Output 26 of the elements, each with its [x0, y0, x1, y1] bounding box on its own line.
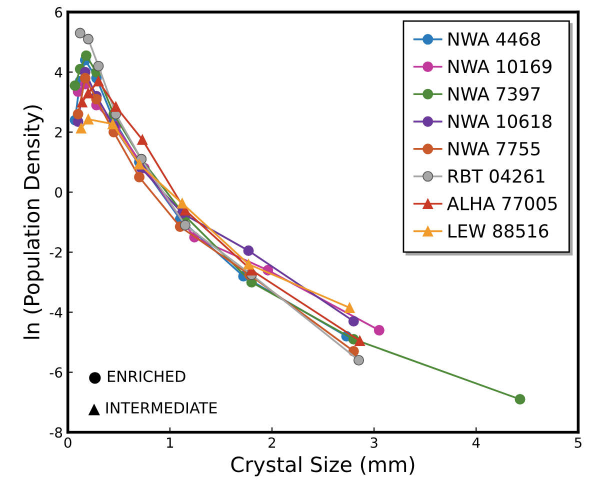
y-tick-label: -8 — [50, 427, 62, 438]
legend-label: RBT 04261 — [448, 169, 544, 183]
y-tick-label: 0 — [55, 187, 62, 198]
y-tick-label: -6 — [50, 367, 62, 378]
y-tick-label: 6 — [55, 7, 62, 18]
legend-label: NWA 10618 — [448, 114, 552, 128]
y-tick-label: 4 — [54, 67, 62, 78]
x-tick-label: 1 — [167, 438, 174, 448]
annotation: ● ENRICHED — [89, 370, 186, 384]
x-tick-label: 0 — [64, 437, 72, 448]
y-tick-label: -4 — [50, 307, 62, 318]
y-axis-title: ln (Population Density) — [23, 105, 44, 339]
legend-label: ALHA 77005 — [446, 196, 557, 210]
y-tick-label: 2 — [55, 127, 62, 138]
y-tick-label: -2 — [50, 247, 62, 258]
legend-label: NWA 10169 — [448, 60, 552, 74]
annotation: ▲ INTERMEDIATE — [88, 402, 217, 416]
x-axis-title: Crystal Size (mm) — [231, 456, 414, 476]
legend-label: NWA 7397 — [448, 87, 540, 101]
legend-label: NWA 7755 — [448, 142, 540, 156]
x-tick-label: 2 — [268, 437, 276, 448]
x-tick-label: 5 — [574, 438, 582, 448]
legend-label: NWA 4468 — [448, 32, 540, 46]
x-tick-label: 3 — [370, 437, 378, 448]
legend-label: LEW 88516 — [448, 224, 548, 238]
x-tick-label: 4 — [472, 438, 480, 448]
